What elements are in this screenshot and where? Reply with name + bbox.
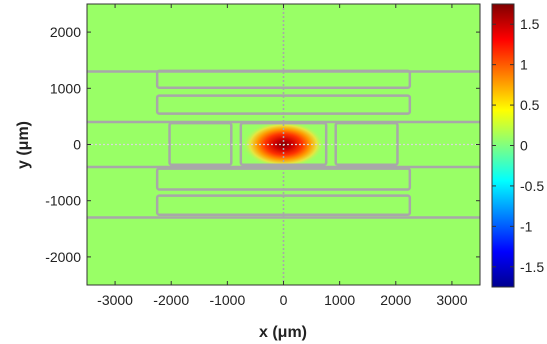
plot-area bbox=[86, 3, 481, 286]
outline-rect bbox=[155, 69, 412, 89]
y-tick-label: 0 bbox=[73, 137, 81, 153]
colorbar-tick-label: 0.5 bbox=[520, 97, 540, 113]
y-tick-label: 2000 bbox=[50, 24, 81, 40]
x-axis-label: x (μm) bbox=[259, 324, 307, 341]
x-tick-label: -1000 bbox=[209, 292, 245, 308]
colorbar-tick-label: 1 bbox=[520, 57, 528, 73]
colorbar-ticks: 1.5 1 0.5 0 -0.5 -1 -1.5 bbox=[492, 16, 544, 275]
colorbar: 1.5 1 0.5 0 -0.5 -1 -1.5 bbox=[491, 3, 544, 288]
y-axis-ticks: 2000 1000 0 -1000 -2000 bbox=[45, 24, 480, 265]
y-axis-label: y (μm) bbox=[15, 121, 32, 169]
x-tick-label: 0 bbox=[280, 292, 288, 308]
x-tick-label: 3000 bbox=[436, 292, 467, 308]
y-tick-label: 1000 bbox=[50, 80, 81, 96]
outline-rect bbox=[155, 194, 412, 216]
x-axis-ticks: -3000 -2000 -1000 0 1000 2000 3000 bbox=[97, 4, 468, 308]
x-tick-label: 2000 bbox=[380, 292, 411, 308]
x-tick-label: 1000 bbox=[324, 292, 355, 308]
x-tick-label: -3000 bbox=[97, 292, 133, 308]
colorbar-tick-label: -0.5 bbox=[520, 178, 544, 194]
y-tick-label: -1000 bbox=[45, 193, 81, 209]
colorbar-tick-label: -1 bbox=[520, 218, 533, 234]
colorbar-tick-label: 1.5 bbox=[520, 16, 540, 32]
device-outlines bbox=[87, 4, 480, 285]
x-tick-label: -2000 bbox=[153, 292, 189, 308]
colorbar-tick-label: -1.5 bbox=[520, 259, 544, 275]
colorbar-tick-label: 0 bbox=[520, 138, 528, 154]
y-tick-label: -2000 bbox=[45, 249, 81, 265]
